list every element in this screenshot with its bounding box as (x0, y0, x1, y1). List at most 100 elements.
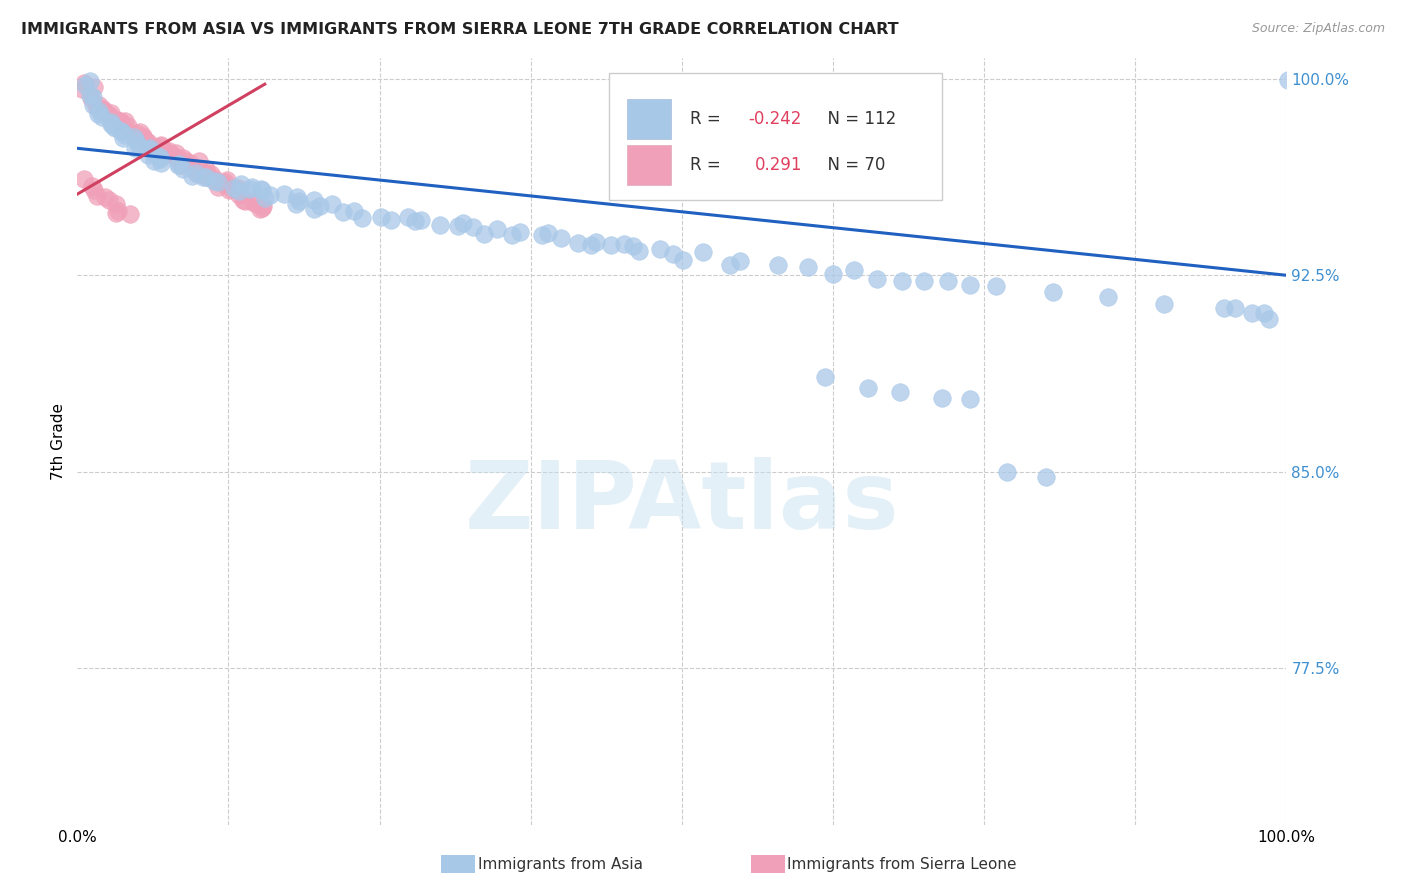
Point (259, 187, 281, 202)
Point (959, 392, 981, 406)
Point (173, 152, 195, 166)
Point (396, 210, 419, 224)
Point (212, 177, 235, 191)
Point (124, 141, 146, 155)
Point (628, 244, 651, 258)
Point (252, 199, 274, 213)
Point (302, 202, 325, 216)
Point (94, 190, 117, 204)
Point (90, 110, 112, 124)
Point (766, 258, 789, 272)
Point (648, 242, 671, 256)
Point (84, 98, 107, 112)
Point (429, 219, 451, 233)
Point (531, 228, 554, 243)
Point (842, 263, 865, 277)
Point (172, 162, 194, 177)
Point (1253, 306, 1275, 320)
Point (463, 219, 485, 234)
Point (218, 183, 240, 197)
Point (117, 119, 139, 133)
Point (250, 183, 273, 197)
Point (191, 169, 214, 184)
Point (728, 253, 751, 268)
Text: Immigrants from Sierra Leone: Immigrants from Sierra Leone (787, 857, 1017, 871)
Point (72, 172, 94, 186)
Point (343, 203, 366, 218)
Point (122, 129, 145, 144)
Point (1042, 285, 1064, 300)
Point (73, 76, 96, 90)
Point (229, 177, 252, 191)
Text: IMMIGRANTS FROM ASIA VS IMMIGRANTS FROM SIERRA LEONE 7TH GRADE CORRELATION CHART: IMMIGRANTS FROM ASIA VS IMMIGRANTS FROM … (21, 22, 898, 37)
Point (692, 244, 714, 259)
Point (273, 186, 295, 201)
Point (249, 202, 271, 216)
Point (242, 194, 264, 209)
Point (509, 226, 531, 240)
Point (936, 274, 959, 288)
Point (70, 82, 93, 96)
Text: 0.291: 0.291 (755, 156, 801, 174)
Point (242, 196, 264, 211)
FancyBboxPatch shape (627, 145, 671, 186)
Point (959, 277, 981, 292)
Point (284, 197, 307, 211)
Point (195, 170, 218, 185)
Point (89, 98, 111, 112)
Point (194, 161, 217, 176)
Point (98, 107, 121, 121)
Point (204, 172, 226, 186)
Point (718, 258, 741, 272)
Point (103, 119, 125, 133)
Point (207, 175, 229, 189)
Text: R =: R = (690, 111, 727, 128)
Point (75, 78, 97, 93)
Point (128, 139, 150, 153)
Point (1223, 301, 1246, 315)
Point (796, 260, 818, 274)
Point (148, 139, 170, 153)
Point (409, 213, 432, 227)
Point (82, 89, 104, 103)
Point (86, 189, 108, 203)
Point (866, 272, 889, 286)
Point (221, 182, 243, 196)
Point (111, 116, 134, 130)
Point (100, 117, 122, 131)
FancyBboxPatch shape (609, 73, 942, 200)
Point (200, 167, 222, 181)
Point (167, 157, 190, 171)
Point (145, 147, 167, 161)
Point (105, 197, 128, 211)
Text: N = 112: N = 112 (817, 111, 897, 128)
Point (821, 268, 844, 282)
Point (80, 178, 103, 193)
Point (501, 227, 523, 242)
Point (114, 114, 136, 128)
Point (188, 154, 211, 169)
Text: R =: R = (690, 156, 731, 174)
Point (239, 182, 262, 196)
Point (138, 148, 160, 162)
Point (285, 190, 308, 204)
Point (125, 126, 148, 140)
Point (79, 74, 101, 88)
Point (228, 184, 250, 198)
Point (672, 252, 695, 267)
Point (451, 216, 474, 230)
Point (485, 222, 508, 236)
Point (170, 158, 193, 172)
Text: -0.242: -0.242 (748, 111, 801, 128)
Point (1213, 301, 1236, 315)
Point (380, 212, 402, 227)
Point (585, 235, 607, 249)
Point (889, 384, 911, 399)
Point (125, 134, 148, 148)
Point (1277, 73, 1299, 87)
Point (134, 133, 156, 147)
Point (599, 237, 621, 252)
Point (187, 167, 209, 181)
Text: N = 70: N = 70 (817, 156, 886, 174)
Point (141, 139, 163, 153)
